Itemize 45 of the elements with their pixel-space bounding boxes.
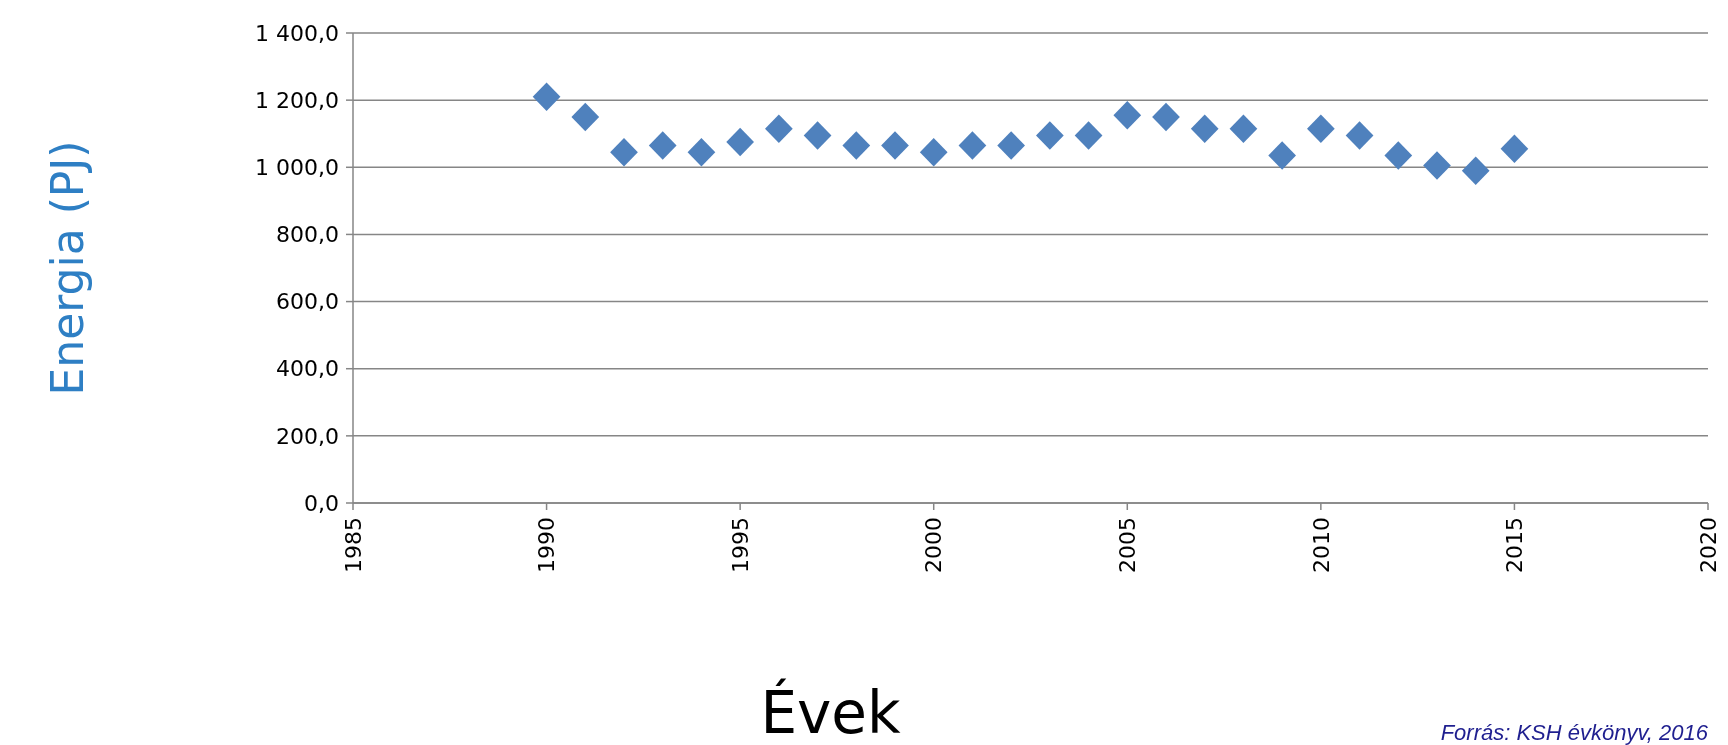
x-axis-title: Évek [760,678,902,745]
point [958,131,987,160]
x-tick-label: 1985 [340,517,366,573]
x-tick-label: 2000 [921,517,947,573]
text: Forrás: KSH évkönyv, 2016 [1440,720,1709,745]
point [1461,156,1490,185]
y-tick-label: 1 000,0 [255,154,339,180]
point [1229,114,1258,143]
point [1113,100,1142,130]
point [726,127,754,157]
x-tick-label: 2010 [1308,517,1334,573]
y-tick-label: 1 200,0 [255,87,339,113]
point [1384,141,1413,170]
x-tick-label: 2015 [1502,517,1528,573]
point [997,131,1025,160]
point [1500,134,1529,164]
y-axis-title: Energia (PJ) [42,140,94,396]
point [919,137,948,167]
point [881,131,909,160]
point [1423,151,1451,180]
y-tick-label: 800,0 [276,222,339,248]
point [648,131,677,160]
point [765,114,793,143]
point [610,137,638,167]
point [532,82,561,112]
point [1036,121,1064,150]
x-tick-label: 2005 [1114,517,1140,573]
x-tick-label: 1995 [727,517,753,573]
point [1268,141,1296,170]
point [571,102,600,132]
point [1152,102,1180,132]
y-tick-label: 600,0 [276,289,339,315]
point [803,121,832,150]
point [1345,121,1374,150]
y-tick-label: 200,0 [276,423,339,449]
y-tick-label: 1 400,0 [255,20,339,46]
point [687,137,716,167]
y-tick-label: 400,0 [276,356,339,382]
point [842,131,871,160]
point [1307,114,1335,143]
point [1074,121,1103,150]
y-tick-label: 0,0 [304,490,339,516]
point [1190,114,1219,143]
x-tick-label: 1990 [534,517,560,573]
x-tick-label: 2020 [1695,517,1721,573]
